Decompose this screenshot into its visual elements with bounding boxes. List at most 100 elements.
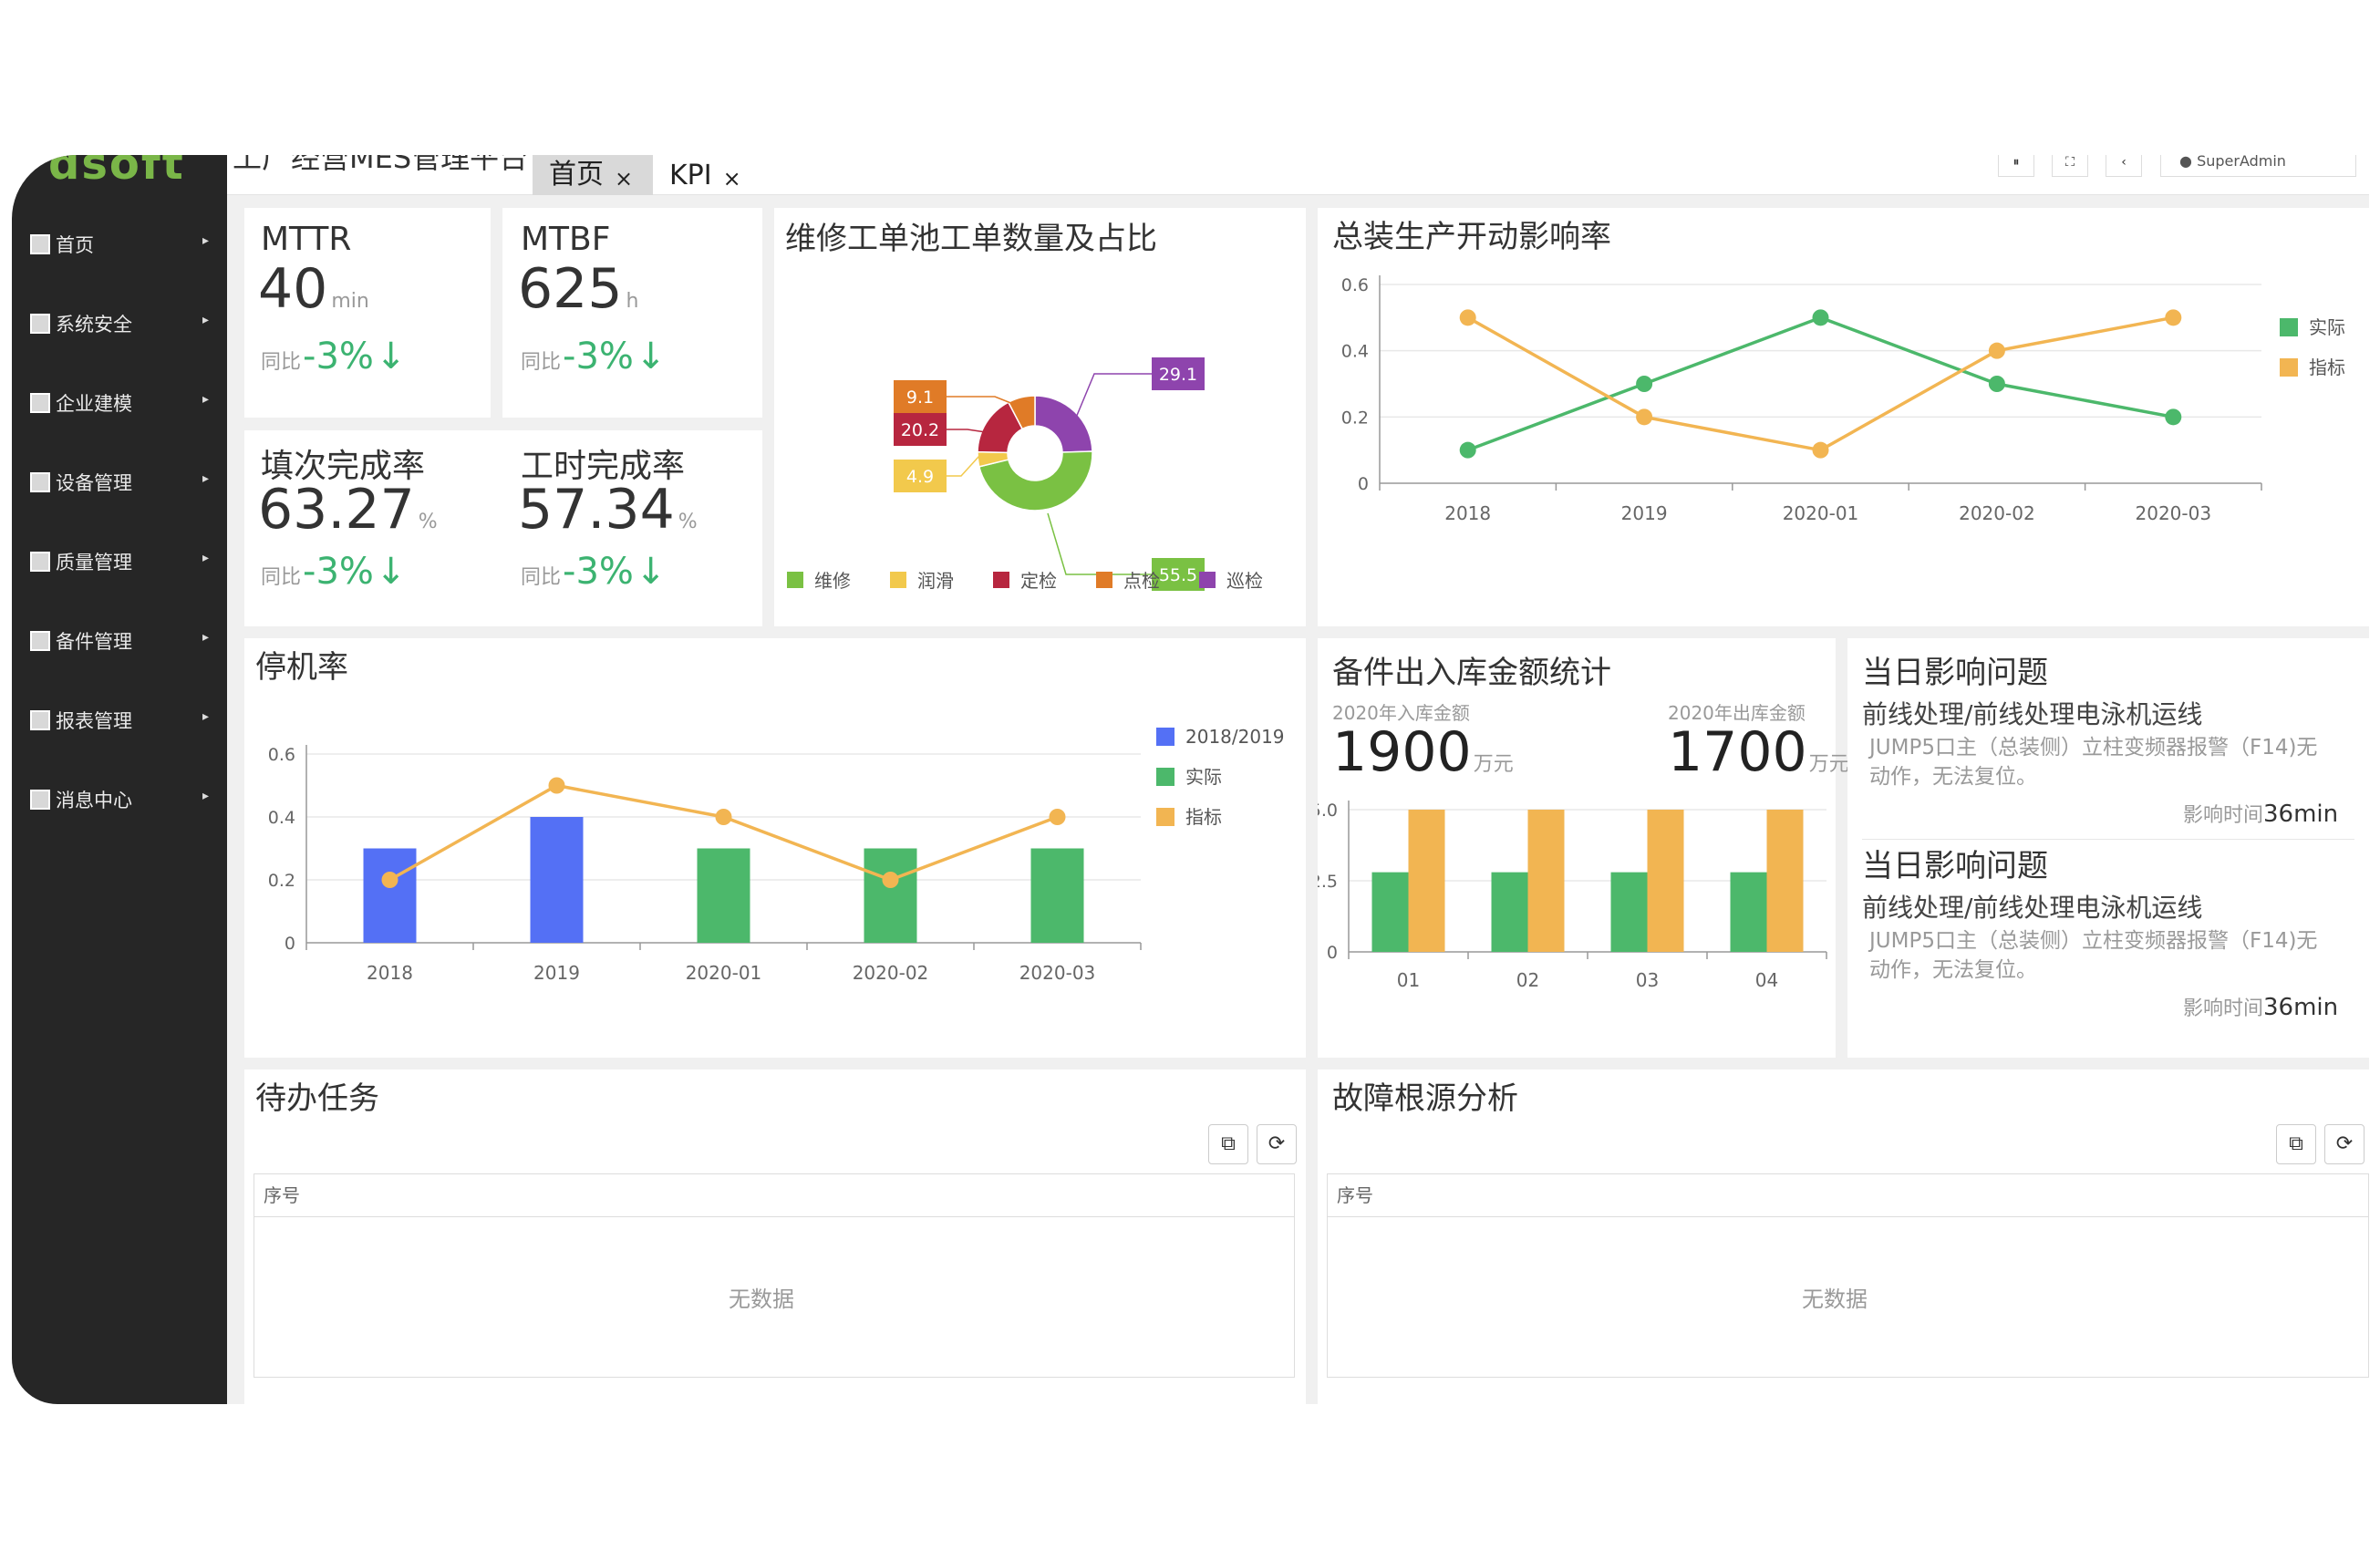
x-tick-label: 02 [1516, 969, 1539, 991]
donut-chart: 55.5 4.9 20.2 9.1 29.1 维修 润滑 定检 点检 巡检 [787, 357, 1263, 592]
sidebar-item-label: 设备管理 [56, 472, 132, 494]
export-icon[interactable]: ⧉ [2276, 1124, 2316, 1164]
legend-swatch [1156, 808, 1174, 826]
kpi-card-pair: 填次完成率 63.27% 同比-3%↓ 工时完成率 57.34% 同比-3%↓ [244, 430, 762, 626]
arrow-down-icon: ↓ [635, 551, 667, 593]
legend-label: 实际 [2309, 316, 2345, 338]
y-tick-label: 0 [285, 934, 295, 954]
refresh-icon[interactable]: ⟳ [2324, 1124, 2364, 1164]
bar [1610, 872, 1648, 952]
issue-time: 影响时间36min [2183, 994, 2339, 1021]
data-point [2165, 408, 2182, 426]
kpi-compare: 同比-3%↓ [261, 336, 407, 377]
fault-analysis-card: 故障根源分析 ⧉ ⟳ 序号 无数据 [1318, 1070, 2369, 1404]
data-point [882, 872, 899, 888]
bar [1766, 810, 1804, 952]
column-header-index: 序号 [264, 1184, 300, 1206]
kpi-value: 57.34% [518, 478, 698, 542]
x-tick-label: 2020-03 [2136, 502, 2212, 524]
legend-label: 点检 [1123, 570, 1160, 592]
export-icon[interactable]: ⧉ [1208, 1124, 1248, 1164]
pause-icon[interactable]: ⏸ [1998, 155, 2034, 177]
close-icon[interactable]: × [615, 166, 634, 191]
downtime-card: 停机率 0 0.2 0.4 0.6 2018 2019 2020-01 2020-02 2020… [244, 638, 1306, 1058]
kpi-compare: 同比-3%↓ [261, 551, 407, 593]
leader-line [947, 429, 987, 433]
sidebar-item-quality[interactable]: 质量管理 ▸ [12, 525, 227, 598]
x-tick-label: 2020-01 [686, 962, 762, 984]
legend-swatch [1156, 768, 1174, 786]
bar [1730, 872, 1767, 952]
work-order-card: 维修工单池工单数量及占比 55.5 4.9 20.2 9.1 29.1 维修 润滑 定检 点检 巡… [774, 208, 1306, 626]
x-tick-label: 2018 [367, 962, 413, 984]
legend-swatch [2280, 358, 2298, 377]
chevron-right-icon: ▸ [202, 551, 209, 565]
user-menu[interactable]: ● SuperAdmin [2160, 155, 2356, 177]
legend-label: 润滑 [917, 570, 954, 592]
tab-kpi[interactable]: KPI × [653, 155, 762, 195]
data-point [1636, 376, 1653, 392]
data-label: 29.1 [1159, 365, 1197, 385]
y-tick-label: 0 [1327, 943, 1338, 963]
sidebar-item-label: 消息中心 [56, 790, 132, 811]
data-point [715, 809, 732, 825]
legend-label: 2018/2019 [1185, 726, 1285, 748]
spare-parts-chart: 0 2.5 5.0 01 02 03 04 [1318, 801, 1827, 991]
leader-line [1047, 512, 1152, 575]
refresh-icon[interactable]: ⟳ [1257, 1124, 1297, 1164]
sidebar-item-spare-parts[interactable]: 备件管理 ▸ [12, 604, 227, 677]
data-point [1812, 441, 1829, 459]
legend-swatch [1096, 572, 1112, 588]
legend-label: 维修 [814, 570, 851, 592]
x-tick-label: 2018 [1444, 502, 1491, 524]
x-tick-label: 03 [1636, 969, 1659, 991]
y-tick-label: 0.4 [268, 808, 295, 828]
data-point [1988, 376, 2005, 392]
y-tick-label: 0.2 [1341, 408, 1369, 428]
x-tick-label: 2020-02 [1959, 502, 2035, 524]
fullscreen-icon[interactable]: ⛶ [2052, 155, 2088, 177]
issue-description: JUMP5口主（总装侧）立柱变频器报警（F14)无动作，无法复位。 [1869, 929, 2318, 982]
issues-card: 当日影响问题 前线处理/前线处理电泳机运线 JUMP5口主（总装侧）立柱变频器报… [1847, 638, 2369, 1058]
outbound-label: 2020年出库金额 [1668, 702, 1806, 724]
bar [1408, 810, 1445, 952]
bar [1371, 872, 1409, 952]
chevron-right-icon: ▸ [202, 313, 209, 327]
chevron-right-icon: ▸ [202, 233, 209, 248]
leader-line [947, 455, 980, 477]
sidebar: dsoft 首页 ▸ 系统安全 ▸ 企业建模 ▸ 设备管理 ▸ 质量管理 ▸ 备件管理 ▸ … [12, 155, 227, 1404]
donut-slice [978, 450, 1093, 512]
sidebar-item-security[interactable]: 系统安全 ▸ [12, 287, 227, 360]
bar [363, 848, 417, 943]
close-icon[interactable]: × [722, 166, 741, 191]
legend-swatch [1199, 572, 1216, 588]
kpi-label: 工时完成率 [521, 448, 686, 485]
bar [530, 817, 584, 943]
sidebar-item-label: 系统安全 [56, 314, 132, 336]
chart-title: 维修工单池工单数量及占比 [785, 221, 1157, 257]
bar [1030, 848, 1084, 943]
back-icon[interactable]: ‹ [2106, 155, 2142, 177]
bar [1491, 872, 1528, 952]
data-label-box [894, 380, 947, 413]
sidebar-item-modeling[interactable]: 企业建模 ▸ [12, 367, 227, 439]
kpi-compare: 同比-3%↓ [521, 336, 667, 377]
table-header: 序号 [254, 1173, 1295, 1217]
issue-time: 影响时间36min [2183, 801, 2339, 828]
sidebar-item-messages[interactable]: 消息中心 ▸ [12, 763, 227, 836]
data-point [1636, 408, 1653, 426]
chart-title: 总装生产开动影响率 [1332, 219, 1611, 255]
tab-label: 首页 [549, 159, 604, 191]
kpi-card-mtbf: MTBF 625 h 同比-3%↓ [502, 208, 762, 418]
data-point [1049, 809, 1066, 825]
sidebar-item-reports[interactable]: 报表管理 ▸ [12, 684, 227, 757]
sidebar-item-equipment[interactable]: 设备管理 ▸ [12, 446, 227, 519]
bar [864, 848, 917, 943]
bar [1527, 810, 1565, 952]
y-tick-label: 5.0 [1318, 801, 1338, 821]
menu-icon [30, 552, 50, 572]
tab-home[interactable]: 首页 × [533, 155, 653, 195]
sidebar-item-home[interactable]: 首页 ▸ [12, 208, 227, 281]
legend-label: 指标 [2309, 356, 2345, 378]
menu-icon [30, 790, 50, 810]
